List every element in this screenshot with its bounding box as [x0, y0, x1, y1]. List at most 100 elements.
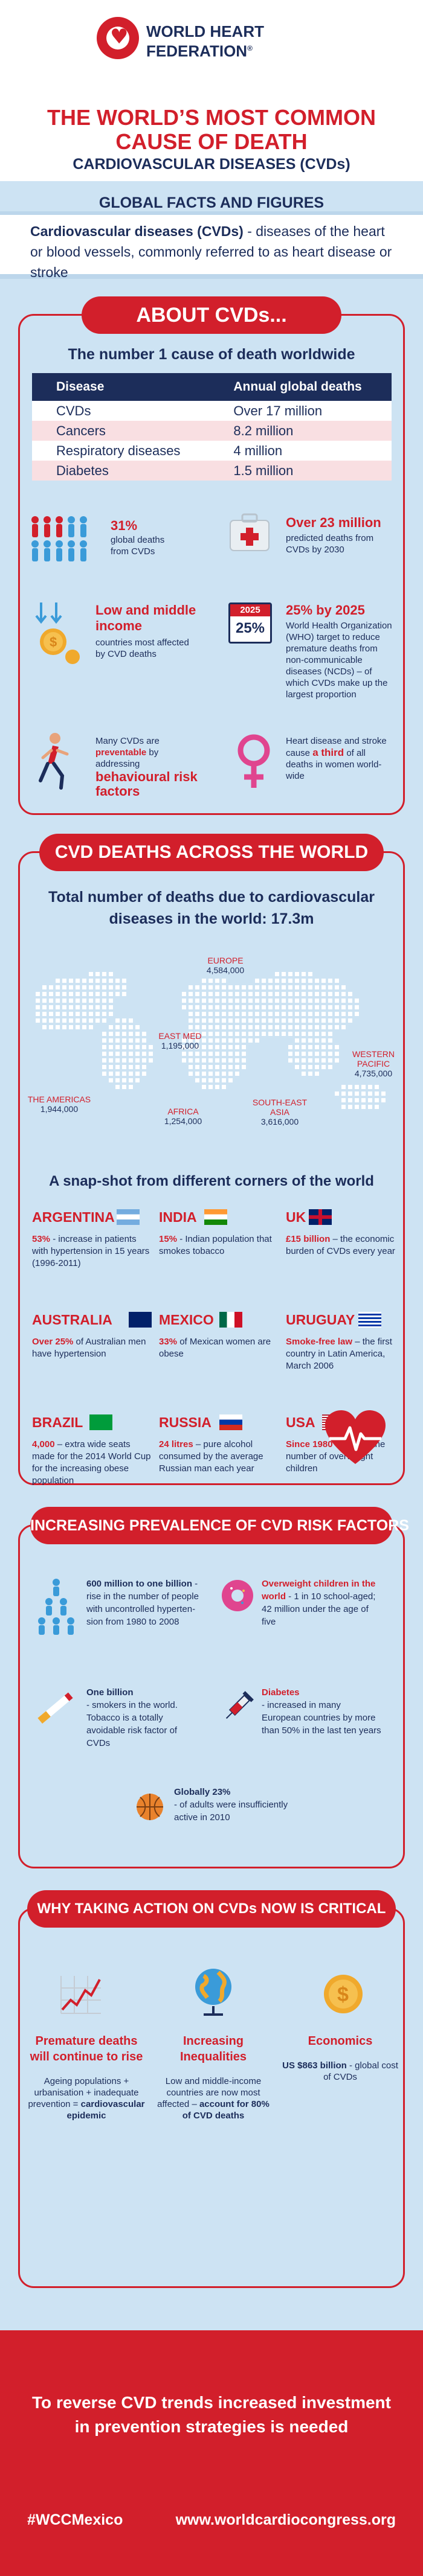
country-name: AUSTRALIA: [32, 1312, 112, 1328]
map-dot: [242, 1058, 246, 1063]
map-dot: [308, 1005, 312, 1009]
stat-who-target-value: 25% by 2025: [286, 602, 365, 618]
cigarette-icon: [37, 1692, 73, 1724]
country-fact-highlight: £15 billion: [286, 1234, 331, 1244]
map-dot: [328, 1045, 332, 1049]
map-dot: [315, 992, 319, 996]
map-dot: [195, 1065, 199, 1069]
map-dot: [122, 1085, 126, 1089]
map-dot: [295, 992, 299, 996]
table-header-deaths: Annual global deaths: [209, 373, 392, 401]
map-dot: [341, 1098, 346, 1102]
map-dot: [355, 1098, 359, 1102]
map-dot: [189, 1032, 193, 1036]
map-dot: [142, 1058, 146, 1063]
map-dot: [195, 1025, 199, 1029]
footer-hashtag[interactable]: #WCCMexico: [27, 2511, 123, 2528]
map-dot: [109, 1032, 113, 1036]
map-dot: [208, 1065, 213, 1069]
country-fact-highlight: Smoke-free law: [286, 1337, 353, 1347]
map-dot: [308, 1045, 312, 1049]
stat-predicted-deaths-value: Over 23 million: [286, 515, 381, 530]
map-dot: [202, 1085, 206, 1089]
map-dot: [222, 1018, 226, 1023]
map-dot: [308, 1052, 312, 1056]
map-dot: [341, 1025, 346, 1029]
region-value: 1,195,000: [161, 1041, 199, 1050]
map-dot: [142, 1045, 146, 1049]
map-dot: [182, 1005, 186, 1009]
map-dot: [275, 999, 279, 1003]
country-uk: UK £15 billion – the economic burden of C…: [286, 1209, 407, 1300]
risk-inactivity: Globally 23% - of adults were insufficie…: [135, 1786, 316, 1846]
map-dot: [189, 1018, 193, 1023]
map-dot: [282, 1025, 286, 1029]
footer-website-link[interactable]: www.worldcardiocongress.org: [175, 2511, 396, 2528]
action-col-inequalities-text: Low and middle-income countries are now …: [153, 2076, 274, 2121]
stat-women-post: of all deaths in women world-wide: [286, 748, 382, 781]
map-dot: [248, 1018, 253, 1023]
footer-message-line1: To reverse CVD trends increased investme…: [32, 2393, 391, 2412]
map-dot: [275, 1018, 279, 1023]
map-dot: [348, 999, 352, 1003]
country-mexico: MEXICO 33% of Mexican women are obese: [159, 1312, 280, 1402]
map-dot: [189, 1052, 193, 1056]
country-fact-text: of Australian men have hypertension: [32, 1337, 146, 1359]
risk-diabetes-value: Diabetes: [262, 1687, 300, 1698]
map-dot: [368, 1091, 372, 1096]
country-fact-text: – pure alcohol consumed by the average R…: [159, 1439, 263, 1474]
map-dot: [242, 1045, 246, 1049]
map-dot: [255, 979, 259, 983]
map-dot: [195, 1072, 199, 1076]
map-dot: [302, 1072, 306, 1076]
map-dot: [335, 1045, 339, 1049]
map-dot: [361, 1105, 366, 1109]
map-dot: [255, 1038, 259, 1043]
risk-smokers-value: One billion: [86, 1687, 134, 1698]
map-dot: [56, 1005, 60, 1009]
country-name: URUGUAY: [286, 1312, 355, 1328]
map-dot: [95, 979, 100, 983]
map-dot: [308, 1058, 312, 1063]
map-dot: [315, 1045, 319, 1049]
map-dot: [89, 999, 93, 1003]
table-cell-disease: Respiratory diseases: [32, 441, 210, 461]
map-dot: [275, 992, 279, 996]
map-dot: [361, 1085, 366, 1089]
map-dot: [315, 1058, 319, 1063]
map-dot: [149, 1058, 153, 1063]
map-dot: [215, 1085, 219, 1089]
map-dot: [222, 1085, 226, 1089]
action-col-economics-highlight: US $863 billion: [282, 2060, 347, 2071]
map-dot: [122, 985, 126, 989]
region-name: AFRICA: [167, 1107, 199, 1116]
donut-icon: [222, 1580, 253, 1611]
map-dot: [82, 999, 86, 1003]
map-dot: [262, 1005, 266, 1009]
map-dot: [189, 1072, 193, 1076]
map-dot: [122, 1078, 126, 1082]
country-fact-text: - increase in patients with hypertension…: [32, 1234, 150, 1268]
map-dot: [42, 1018, 47, 1023]
footer-message-line2: in prevention strategies is needed: [74, 2417, 349, 2436]
map-dot: [315, 1032, 319, 1036]
stat-women-deaths-text: Heart disease and stroke cause a third o…: [286, 735, 395, 782]
map-dot: [248, 1025, 253, 1029]
map-dot: [208, 1005, 213, 1009]
map-dot: [189, 1065, 193, 1069]
map-dot: [321, 1032, 326, 1036]
map-dot: [95, 1018, 100, 1023]
map-dot: [302, 1058, 306, 1063]
map-dot: [36, 1012, 40, 1016]
region-value: 4,584,000: [206, 965, 245, 975]
map-dot: [335, 1025, 339, 1029]
map-dot: [109, 1025, 113, 1029]
map-dot: [308, 1018, 312, 1023]
country-fact-text: – the first country in Latin America, Ma…: [286, 1337, 392, 1371]
region-value: 3,616,000: [260, 1117, 299, 1127]
map-dot: [208, 1078, 213, 1082]
female-symbol-icon: [237, 734, 270, 788]
country-fact-highlight: Over 25%: [32, 1337, 74, 1347]
map-dot: [95, 985, 100, 989]
map-dot: [122, 1038, 126, 1043]
